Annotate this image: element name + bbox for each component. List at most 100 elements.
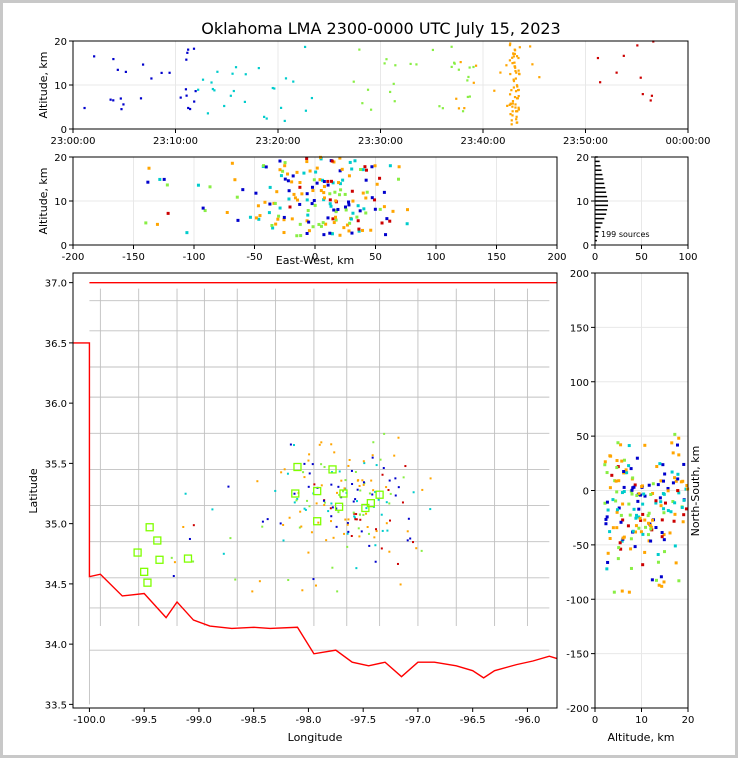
plan-view-source	[320, 484, 323, 487]
ew-altitude-point	[364, 211, 368, 215]
ew-altitude-point	[307, 229, 311, 233]
ew-altitude-point	[295, 170, 299, 174]
plan-view-source	[358, 484, 361, 487]
ew-altitude-point	[296, 198, 300, 202]
ns-altitude-point	[615, 526, 619, 530]
altitude-axis-tick-label: 0	[61, 125, 67, 136]
ew-altitude-point	[331, 217, 335, 221]
time-height-point	[511, 114, 514, 117]
ew-altitude-point	[275, 190, 279, 194]
plan-view-source	[303, 507, 306, 510]
lma-station	[143, 578, 152, 587]
ns-altitude-point	[611, 526, 615, 530]
time-height-point	[512, 55, 515, 58]
ns-altitude-point	[659, 504, 663, 508]
time-height-point	[358, 48, 361, 51]
ns-altitude-point	[674, 561, 678, 565]
plan-view-source	[354, 498, 357, 501]
ew-altitude-point	[336, 207, 340, 211]
time-height-point	[194, 90, 197, 93]
time-height-point	[505, 64, 508, 67]
ns-altitude-point	[671, 481, 675, 485]
ns-altitude-point	[637, 507, 641, 511]
plan-view-source	[357, 527, 360, 530]
plan-view-source	[310, 531, 313, 534]
ns-altitude-point	[662, 511, 666, 515]
ns-altitude-point	[619, 443, 623, 447]
plan-view-source	[412, 491, 415, 494]
ns-altitude-point	[620, 491, 624, 495]
plan-view-source	[385, 522, 388, 525]
plan-view-source	[362, 460, 365, 463]
plan-view-source	[307, 551, 310, 554]
time-height-point	[622, 54, 625, 57]
ns-altitude-point	[666, 486, 670, 490]
ew-altitude-point	[270, 223, 274, 227]
time-height-point	[513, 48, 516, 51]
plan-view-source	[360, 530, 363, 533]
time-height-point	[150, 77, 153, 80]
ew-altitude-point	[375, 182, 379, 186]
plan-view-source	[348, 458, 351, 461]
ns-altitude-point	[619, 520, 623, 524]
ew-altitude-point	[300, 192, 304, 196]
ew-altitude-point	[326, 216, 330, 220]
latitude-axis-tick-label: 34.0	[45, 640, 67, 651]
plan-view-source	[359, 489, 362, 492]
plan-view-source	[315, 502, 318, 505]
ew-altitude-point	[308, 169, 312, 173]
ns-altitude-point	[660, 531, 664, 535]
ew-altitude-point	[281, 169, 285, 173]
ns-altitude-point	[661, 479, 665, 483]
figure-title: Oklahoma LMA 2300-0000 UTC July 15, 2023	[201, 19, 560, 38]
ns-altitude-point	[643, 443, 647, 447]
time-height-point	[431, 48, 435, 52]
ns-altitude-point	[633, 483, 637, 487]
ns-altitude-point	[615, 508, 619, 512]
time-height-point	[229, 94, 232, 97]
ew-altitude-point	[334, 215, 338, 219]
latitude-axis-tick-label: 35.0	[45, 520, 67, 531]
time-height-point	[232, 89, 235, 93]
lma-station	[375, 490, 384, 499]
plan-view-source	[313, 483, 316, 486]
ew-altitude-point	[262, 164, 266, 168]
ns-altitude-point	[666, 509, 670, 513]
ns-altitude-point	[677, 436, 681, 440]
ew-altitude-point	[388, 219, 392, 223]
ns-altitude-point	[646, 514, 650, 518]
plan-view-source	[421, 488, 424, 491]
plan-view-source	[373, 536, 376, 539]
time-height-point	[512, 86, 515, 89]
ew-altitude-point	[158, 177, 162, 181]
ew-altitude-point	[343, 205, 347, 209]
plan-view-source	[361, 479, 364, 482]
time-height-point	[457, 107, 461, 110]
time-height-point	[474, 64, 478, 67]
time-height-point	[441, 107, 444, 110]
plan-view-source	[362, 483, 365, 486]
ew-altitude-point	[329, 179, 333, 183]
ew-altitude-point	[356, 204, 360, 208]
plan-view-source	[258, 580, 261, 583]
longitude-axis-tick-label: -99.0	[186, 715, 212, 726]
ns-altitude-point	[608, 454, 612, 458]
ew-altitude-point	[230, 161, 234, 165]
ns-altitude-point	[646, 521, 650, 525]
plan-view-source	[409, 537, 412, 540]
ns-axis-tick-label: 0	[583, 487, 589, 498]
ew-altitude-point	[349, 217, 353, 221]
ns-altitude-point	[658, 496, 662, 500]
plan-view-source	[388, 502, 391, 505]
ew-altitude-point	[287, 197, 291, 201]
time-height-point	[124, 70, 127, 73]
lma-station	[133, 548, 142, 557]
time-height-point	[517, 108, 520, 111]
ns-altitude-point	[626, 524, 630, 528]
ew-altitude-point	[236, 218, 240, 222]
ns-altitude-point	[671, 500, 675, 504]
plan-view-source	[261, 520, 264, 523]
time-axis-tick-label: 23:40:00	[461, 136, 506, 147]
ew-axis-tick-label: -150	[122, 252, 145, 263]
time-height-point	[538, 76, 541, 79]
